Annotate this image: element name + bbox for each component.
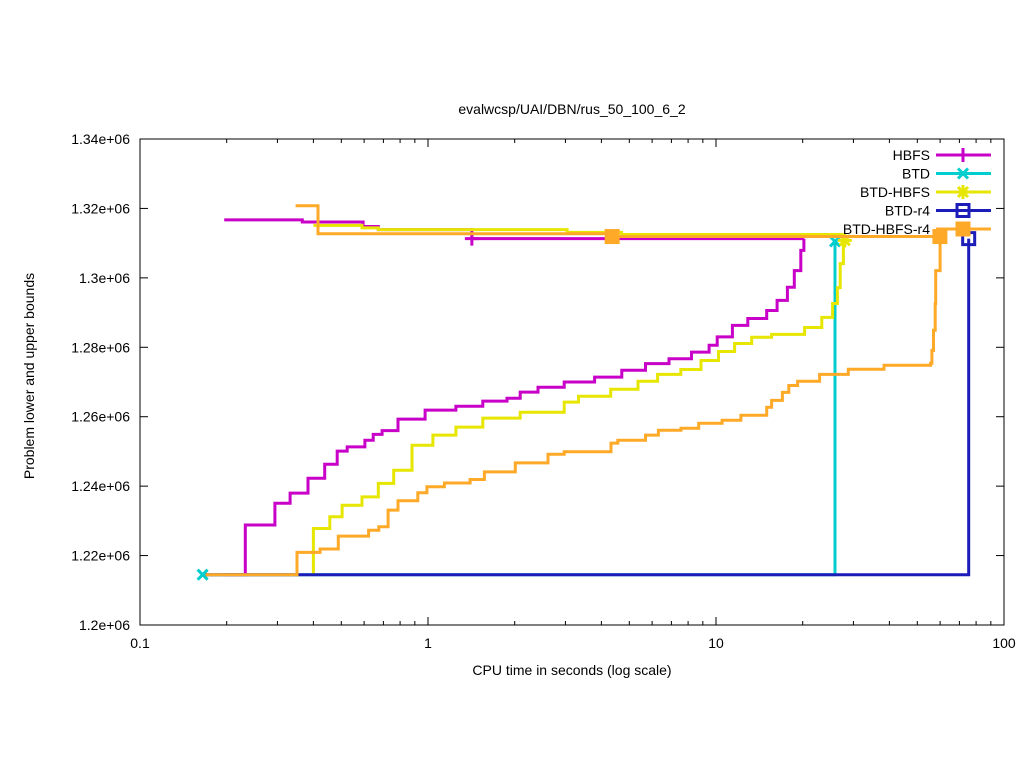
x-tick-label: 1	[424, 635, 432, 651]
BTD-marker	[196, 568, 209, 581]
x-tick-label: 10	[708, 635, 724, 651]
BTD-HBFS-r4-upper-bound-line	[295, 204, 941, 238]
legend-item-BTD-HBFS: BTD-HBFS	[860, 184, 991, 200]
y-tick-label: 1.22e+06	[71, 548, 130, 564]
y-tick-label: 1.34e+06	[71, 131, 130, 147]
x-tick-label: 100	[992, 635, 1016, 651]
BTD-HBFS-upper-bound-line	[313, 223, 844, 236]
legend-label-BTD-r4: BTD-r4	[885, 203, 930, 219]
plot-border	[139, 138, 1005, 626]
series-BTD-r4	[205, 231, 977, 577]
legend-label-BTD: BTD	[902, 166, 930, 182]
legend-marker-BTD-r4	[955, 203, 971, 218]
legend-marker-HBFS	[956, 148, 970, 162]
x-axis-ticks: 0.1 1 10 100	[130, 139, 1016, 651]
legend-item-HBFS: HBFS	[893, 147, 991, 163]
legend-label-BTD-HBFS: BTD-HBFS	[860, 184, 930, 200]
legend-item-BTD: BTD	[902, 166, 991, 182]
y-tick-label: 1.24e+06	[71, 478, 130, 494]
series-BTD	[196, 235, 842, 581]
BTD-marker	[828, 235, 842, 248]
legend: HBFS BTD BTD-HBFS BTD-r4 BTD-HBFS-r4	[843, 147, 991, 237]
BTD-r4-lower-bound-line	[205, 238, 971, 577]
x-tick-label: 0.1	[130, 635, 150, 651]
x-axis-label: CPU time in seconds (log scale)	[472, 662, 672, 678]
legend-marker-BTD-HBFS	[956, 185, 970, 199]
y-tick-label: 1.2e+06	[79, 617, 130, 633]
legend-marker-BTD	[956, 167, 970, 180]
legend-item-BTD-r4: BTD-r4	[885, 203, 991, 219]
legend-marker-BTD-HBFS-r4	[955, 221, 971, 237]
BTD-lower-bound-line	[202, 241, 837, 577]
y-tick-label: 1.32e+06	[71, 200, 130, 216]
legend-item-BTD-HBFS-r4: BTD-HBFS-r4	[843, 221, 991, 237]
BTD-HBFS-lower-bound-line	[311, 234, 845, 575]
series-HBFS	[224, 218, 806, 577]
HBFS-lower-bound-line	[224, 238, 806, 577]
series-BTD-HBFS-r4	[205, 204, 948, 577]
y-tick-label: 1.28e+06	[71, 339, 130, 355]
y-tick-label: 1.26e+06	[71, 409, 130, 425]
legend-label-HBFS: HBFS	[893, 147, 930, 163]
BTD-HBFS-r4-lower-bound-line	[205, 236, 942, 577]
chart-title: evalwcsp/UAI/DBN/rus_50_100_6_2	[458, 101, 686, 117]
y-tick-label: 1.3e+06	[79, 270, 130, 286]
legend-label-BTD-HBFS-r4: BTD-HBFS-r4	[843, 221, 930, 237]
BTD-HBFS-r4-marker	[932, 229, 948, 245]
y-axis-ticks: 1.2e+06 1.22e+06 1.24e+06 1.26e+06 1.28e+06 1…	[71, 131, 1004, 633]
BTD-HBFS-r4-marker	[604, 229, 620, 245]
